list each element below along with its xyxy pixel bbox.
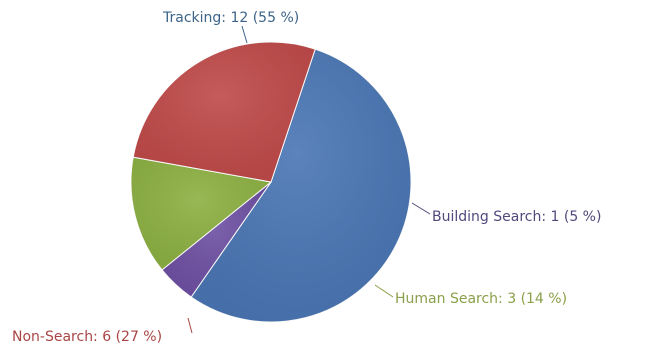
slice-label-non-search: Non-Search: 6 (27 %) (12, 329, 162, 345)
leader-line-non-search (187, 317, 193, 334)
slice-labels: Tracking: 12 (55 %) Building Search: 1 (5… (12, 10, 601, 345)
slice-label-human-search: Human Search: 3 (14 %) (395, 291, 567, 307)
label-leader-lines (187, 25, 431, 334)
slice-label-tracking: Tracking: 12 (55 %) (162, 10, 299, 26)
leader-line-tracking (241, 25, 248, 44)
pie-slices (130, 41, 412, 323)
leader-line-human-search (374, 284, 394, 298)
leader-line-building-search (411, 202, 431, 215)
slice-label-building-search: Building Search: 1 (5 %) (432, 209, 601, 225)
